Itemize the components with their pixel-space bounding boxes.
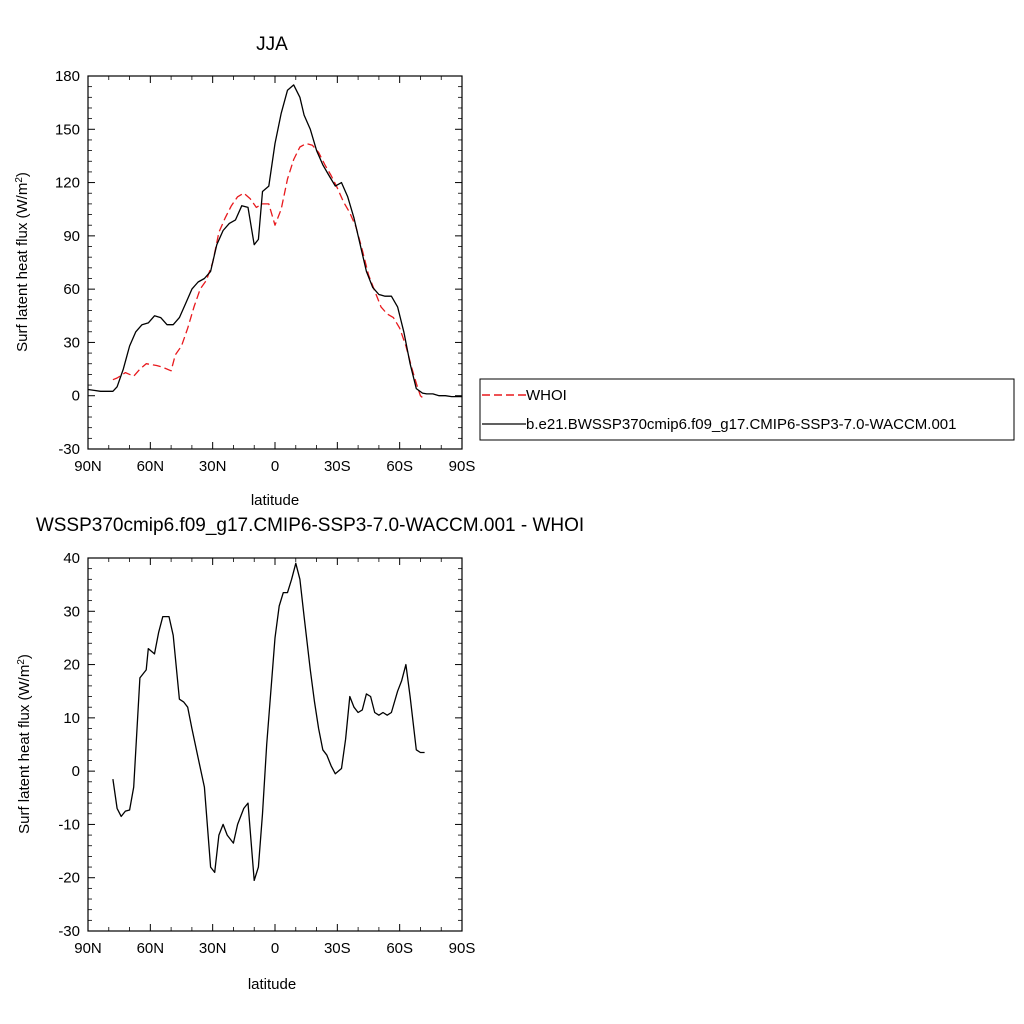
plot-frame xyxy=(87,557,463,932)
y-tick-label: -20 xyxy=(58,870,80,887)
legend-label-model: b.e21.BWSSP370cmip6.f09_g17.CMIP6-SSP3-7… xyxy=(526,416,956,433)
chart-title: WSSP370cmip6.f09_g17.CMIP6-SSP3-7.0-WACC… xyxy=(36,515,584,536)
y-tick-label: 60 xyxy=(63,281,80,298)
legend-label-whoi: WHOI xyxy=(526,387,567,404)
x-tick-label: 0 xyxy=(271,458,279,475)
x-tick-label: 30S xyxy=(324,458,351,475)
x-tick-label: 0 xyxy=(271,940,279,957)
x-tick-label: 90N xyxy=(74,940,102,957)
y-tick-label: 10 xyxy=(63,710,80,727)
x-tick-label: 60N xyxy=(137,940,165,957)
x-tick-label: 30N xyxy=(199,940,227,957)
legend: WHOI b.e21.BWSSP370cmip6.f09_g17.CMIP6-S… xyxy=(479,378,1015,441)
top-chart: JJA -30 0 30 60 90 120 150 180 90N 60N 30N 0 30S 60S 9… xyxy=(14,34,1015,509)
x-tick-label: 90S xyxy=(449,940,476,957)
x-axis-label: latitude xyxy=(248,976,296,993)
plot-area: -30 -20 -10 0 10 20 30 40 90N 60N 30N 0 30S 60S 90S xyxy=(58,550,475,957)
y-tick-label: 30 xyxy=(63,603,80,620)
x-tick-label: 30N xyxy=(199,458,227,475)
series-line-b-e21-bwssp370cmip6-f09- xyxy=(87,84,462,398)
y-tick-label: 0 xyxy=(72,388,80,405)
plot-frame xyxy=(87,75,463,450)
x-tick-label: 90N xyxy=(74,458,102,475)
x-tick-label: 60S xyxy=(386,458,413,475)
series-line-whoi xyxy=(112,142,426,400)
x-axis-label: latitude xyxy=(251,492,299,509)
legend-box xyxy=(479,378,1015,441)
y-tick-label: 30 xyxy=(63,334,80,351)
x-tick-label: 30S xyxy=(324,940,351,957)
y-axis-label: Surf latent heat flux (W/m2) xyxy=(16,654,34,834)
y-tick-label: 150 xyxy=(55,121,80,138)
y-tick-label: 40 xyxy=(63,550,80,567)
y-tick-label: 180 xyxy=(55,68,80,85)
y-tick-label: -10 xyxy=(58,816,80,833)
y-tick-label: 0 xyxy=(72,763,80,780)
x-tick-label: 60N xyxy=(137,458,165,475)
y-axis-label: Surf latent heat flux (W/m2) xyxy=(14,172,32,352)
y-tick-label: -30 xyxy=(58,923,80,940)
x-tick-label: 90S xyxy=(449,458,476,475)
y-tick-label: 20 xyxy=(63,657,80,674)
bottom-chart: WSSP370cmip6.f09_g17.CMIP6-SSP3-7.0-WACC… xyxy=(16,515,585,993)
x-tick-label: 60S xyxy=(386,940,413,957)
y-tick-label: -30 xyxy=(58,441,80,458)
chart-title: JJA xyxy=(256,34,288,55)
plot-area: -30 0 30 60 90 120 150 180 90N 60N 30N 0 30S 60S 90S xyxy=(55,68,475,475)
series-line-difference xyxy=(112,562,425,882)
y-tick-label: 90 xyxy=(63,228,80,245)
y-tick-label: 120 xyxy=(55,175,80,192)
